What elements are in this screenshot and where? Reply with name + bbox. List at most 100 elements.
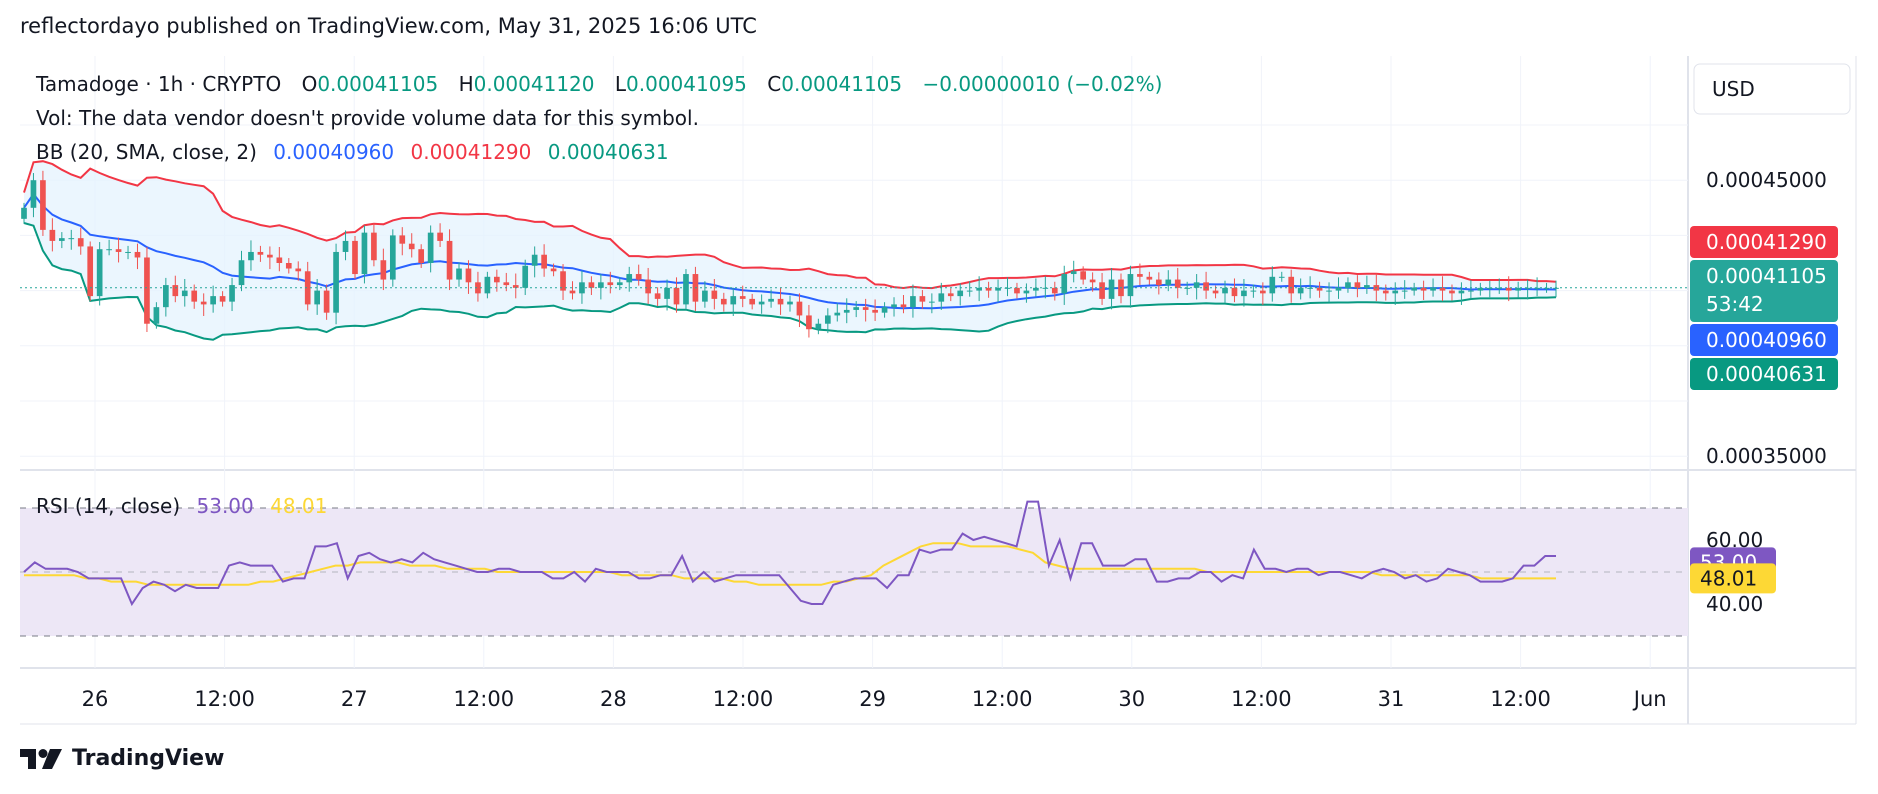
- volume-legend: Vol: The data vendor doesn't provide vol…: [36, 106, 699, 130]
- bb-basis-tag-text: 0.00040960: [1706, 328, 1827, 352]
- candle-body: [891, 304, 897, 308]
- bb-upper-tag-text: 0.00041290: [1706, 230, 1827, 254]
- rsi-lines: [23, 500, 1556, 607]
- candle-body: [673, 287, 680, 305]
- candle-body: [853, 307, 860, 310]
- candle-body: [1241, 290, 1247, 297]
- candle-body: [929, 301, 935, 303]
- candle-body: [1099, 282, 1105, 299]
- candle-body: [664, 287, 670, 299]
- candle-body: [21, 207, 27, 219]
- rsi-tick-label: 40.00: [1706, 592, 1763, 616]
- candle-body: [276, 257, 283, 263]
- time-tick-label: 31: [1378, 687, 1405, 711]
- candles: [20, 170, 1688, 338]
- candle-body: [172, 285, 179, 297]
- candle-body: [645, 279, 651, 294]
- last-price-tag-text: 53:42: [1706, 292, 1764, 316]
- bb-basis-tag-bg: [1690, 324, 1838, 356]
- candle-body: [1250, 290, 1257, 292]
- rsi-ma-tag-text: 48.01: [1700, 566, 1757, 590]
- candle-body: [1127, 274, 1134, 297]
- candle-body: [512, 285, 519, 288]
- time-tick-label: 12:00: [194, 687, 255, 711]
- candle-body: [267, 254, 273, 258]
- bb-basis-value: 0.00040960: [273, 140, 395, 164]
- candle-body: [1184, 287, 1191, 289]
- candle-body: [749, 298, 756, 305]
- candle-body: [144, 257, 150, 324]
- candle-body: [843, 309, 850, 313]
- candle-body: [87, 246, 94, 297]
- candle-body: [1174, 279, 1181, 288]
- symbol-label[interactable]: Tamadoge · 1h · CRYPTO: [36, 72, 282, 96]
- candle-body: [1411, 287, 1417, 291]
- candle-body: [115, 249, 122, 252]
- bb-label[interactable]: BB (20, SMA, close, 2): [36, 140, 257, 164]
- candle-body: [1486, 287, 1493, 289]
- bb-fill: [24, 161, 1556, 340]
- change-value: −0.00000010 (−0.02%): [922, 72, 1163, 96]
- candle-body: [456, 268, 462, 280]
- bb-lower-tag-text: 0.00040631: [1706, 362, 1827, 386]
- candle-body: [371, 232, 377, 261]
- candle-body: [1553, 287, 1559, 289]
- candle-body: [550, 268, 557, 272]
- open-label: O: [301, 72, 318, 96]
- candle-body: [125, 251, 131, 253]
- candle-body: [219, 296, 226, 302]
- chart-frame[interactable]: USD 0.00045000 0.00035000 0.00041290 0.00041…: [0, 0, 1878, 730]
- candle-body: [1449, 290, 1455, 294]
- candle-body: [976, 287, 982, 291]
- close-value: 0.00041105: [781, 72, 903, 96]
- candle-body: [68, 238, 75, 240]
- time-tick-label: 30: [1118, 687, 1145, 711]
- candle-body: [1524, 287, 1531, 289]
- time-tick-label: 12:00: [713, 687, 774, 711]
- bb-lower-line: [23, 222, 1557, 341]
- candle-body: [1165, 279, 1172, 286]
- rsi-line: [23, 500, 1556, 607]
- tradingview-logo[interactable]: TradingView: [20, 746, 224, 771]
- candle-body: [1458, 290, 1465, 294]
- last-price-tag-text: 0.00041105: [1706, 264, 1827, 288]
- bb-lower-tag-bg: [1690, 358, 1838, 390]
- candle-body: [1193, 282, 1200, 288]
- candle-body: [654, 293, 661, 299]
- candle-body: [1212, 290, 1219, 294]
- candle-body: [768, 298, 774, 302]
- candle-body: [163, 285, 169, 308]
- candle-body: [1468, 290, 1474, 292]
- candle-body: [777, 298, 784, 305]
- price-tick-label: 0.00045000: [1706, 168, 1827, 192]
- candle-body: [569, 290, 576, 294]
- bb-upper-line: [23, 160, 1557, 290]
- candle-body: [1146, 276, 1153, 280]
- candle-body: [1042, 287, 1049, 289]
- candle-body: [1354, 282, 1361, 288]
- candle-body: [938, 293, 945, 302]
- candle-body: [295, 268, 302, 272]
- candle-body: [181, 290, 188, 297]
- candle-body: [739, 296, 746, 299]
- candle-body: [437, 232, 443, 241]
- candle-body: [966, 290, 973, 292]
- candle-body: [910, 296, 916, 308]
- publish-info: reflectordayo published on TradingView.c…: [20, 14, 757, 38]
- candle-body: [787, 301, 793, 305]
- candle-body: [1335, 287, 1342, 291]
- candle-body: [1288, 276, 1295, 294]
- candle-body: [1297, 287, 1304, 294]
- high-label: H: [458, 72, 474, 96]
- bb-upper-value: 0.00041290: [410, 140, 532, 164]
- candle-body: [418, 249, 425, 263]
- bb-legend: BB (20, SMA, close, 2) 0.00040960 0.0004…: [36, 140, 669, 164]
- candle-body: [1014, 287, 1020, 294]
- candle-body: [1080, 271, 1086, 280]
- candle-body: [881, 307, 888, 313]
- low-label: L: [614, 72, 627, 96]
- candle-body: [1307, 287, 1313, 289]
- rsi-label[interactable]: RSI (14, close): [36, 494, 181, 518]
- candle-body: [1382, 290, 1389, 294]
